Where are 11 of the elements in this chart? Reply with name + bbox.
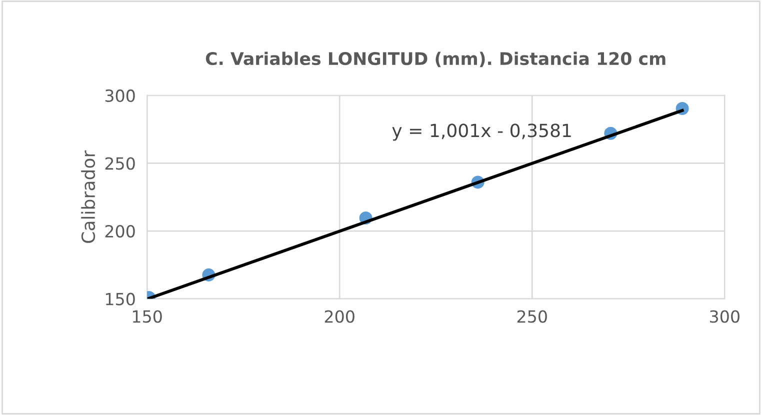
x-tick-label: 250 [517,310,547,323]
y-tick-label: 250 [105,157,135,170]
y-axis-title: Calibrador [81,150,96,243]
x-tick-label: 150 [132,310,162,323]
x-tick-label: 200 [324,310,354,323]
y-tick-label: 200 [105,224,135,238]
annotation: y = 1,001x - 0,3581 [392,124,571,141]
y-tick-label: 150 [106,292,135,306]
chart-title: C. Variables LONGITUD (mm). Distancia 120 cm [206,52,666,68]
x-tick-label: 300 [710,310,740,323]
y-tick-label: 300 [105,89,135,102]
